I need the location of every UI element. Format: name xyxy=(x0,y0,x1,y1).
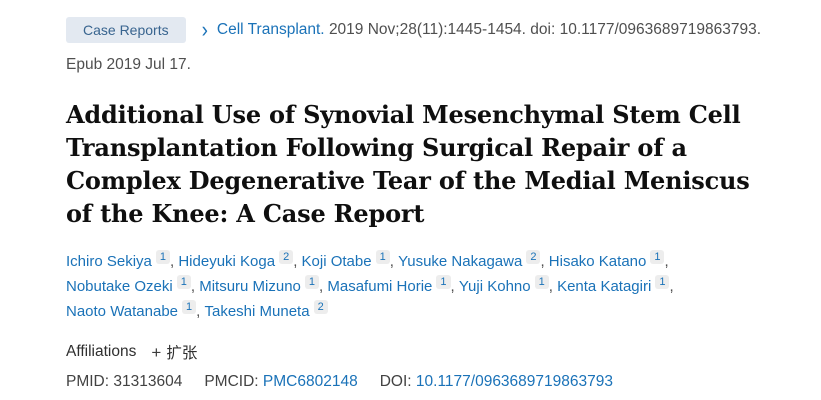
author: Masafumi Horie 1 xyxy=(327,275,459,295)
author-link[interactable]: Ichiro Sekiya xyxy=(66,253,152,270)
author: Yuji Kohno 1 xyxy=(458,275,557,295)
journal-link[interactable]: Cell Transplant. xyxy=(216,21,325,38)
pmid-value: 31313604 xyxy=(113,373,183,390)
author-link[interactable]: Yuji Kohno xyxy=(458,278,531,295)
author-affiliation-badge[interactable]: 1 xyxy=(375,250,390,264)
article-title: Additional Use of Synovial Mesenchymal S… xyxy=(66,100,750,228)
doi-label: DOI: xyxy=(379,373,412,390)
author: Koji Otabe 1 xyxy=(301,250,398,270)
author-link[interactable]: Masafumi Horie xyxy=(327,278,433,295)
author-link[interactable]: Koji Otabe xyxy=(301,253,372,270)
author-affiliation-badge[interactable]: 1 xyxy=(655,275,670,289)
author: Ichiro Sekiya 1 xyxy=(66,250,178,270)
author-link[interactable]: Kenta Katagiri xyxy=(557,278,652,295)
author-affiliation-badge[interactable]: 1 xyxy=(155,250,170,264)
author-affiliation-badge[interactable]: 1 xyxy=(534,275,549,289)
author: Hisako Katano 1 xyxy=(548,250,669,270)
author-link[interactable]: Mitsuru Mizuno xyxy=(199,278,301,295)
author-affiliation-badge[interactable]: 1 xyxy=(176,275,191,289)
author: Mitsuru Mizuno 1 xyxy=(199,275,327,295)
author-affiliation-badge[interactable]: 1 xyxy=(436,275,451,289)
journal-citation: Cell Transplant. 2019 Nov;28(11):1445-14… xyxy=(217,21,761,39)
affiliations-label: Affiliations xyxy=(66,343,137,360)
author-link[interactable]: Yusuke Nakagawa xyxy=(398,253,523,270)
pmcid-link[interactable]: PMC6802148 xyxy=(262,373,358,390)
author-link[interactable]: Nobutake Ozeki xyxy=(66,278,173,295)
author: Yusuke Nakagawa 2 xyxy=(398,250,549,270)
author-affiliation-badge[interactable]: 1 xyxy=(182,300,197,314)
pmid-group: PMID: 31313604 xyxy=(66,373,182,391)
affiliations-expand-button[interactable]: + 扩张 xyxy=(151,341,197,363)
author: Naoto Watanabe 1 xyxy=(66,300,205,320)
epub-date: Epub 2019 Jul 17. xyxy=(66,56,191,73)
identifiers-row: PMID: 31313604 PMCID: PMC6802148 DOI: 10… xyxy=(66,373,781,391)
author-link[interactable]: Naoto Watanabe xyxy=(66,303,179,320)
article-header: Case Reports › Cell Transplant. 2019 Nov… xyxy=(66,17,781,391)
publication-type-badge: Case Reports xyxy=(66,17,186,43)
author-affiliation-badge[interactable]: 2 xyxy=(279,250,294,264)
author-link[interactable]: Takeshi Muneta xyxy=(204,303,310,320)
affiliations-row: Affiliations + 扩张 xyxy=(66,341,781,363)
citation-row: Case Reports › Cell Transplant. 2019 Nov… xyxy=(66,17,781,43)
author-link[interactable]: Hisako Katano xyxy=(548,253,647,270)
author-affiliation-badge[interactable]: 2 xyxy=(526,250,541,264)
author: Hideyuki Koga 2 xyxy=(178,250,302,270)
plus-icon: + xyxy=(151,342,162,362)
author-affiliation-badge[interactable]: 1 xyxy=(304,275,320,289)
author: Takeshi Muneta 2 xyxy=(204,300,328,320)
affiliations-expand-label: 扩张 xyxy=(166,345,198,362)
pmcid-group: PMCID: PMC6802148 xyxy=(204,373,357,391)
chevron-right-icon: › xyxy=(201,17,208,43)
citation-text: 2019 Nov;28(11):1445-1454. doi: 10.1177/… xyxy=(328,21,762,38)
pmcid-label: PMCID: xyxy=(204,373,259,390)
pmid-label: PMID: xyxy=(66,373,110,390)
doi-group: DOI: 10.1177/0963689719863793 xyxy=(380,373,613,391)
author-affiliation-badge[interactable]: 2 xyxy=(313,300,328,314)
author-link[interactable]: Hideyuki Koga xyxy=(178,253,276,270)
author: Nobutake Ozeki 1 xyxy=(66,275,199,295)
doi-link[interactable]: 10.1177/0963689719863793 xyxy=(415,373,614,390)
author: Kenta Katagiri 1 xyxy=(557,275,674,295)
author-affiliation-badge[interactable]: 1 xyxy=(650,250,665,264)
